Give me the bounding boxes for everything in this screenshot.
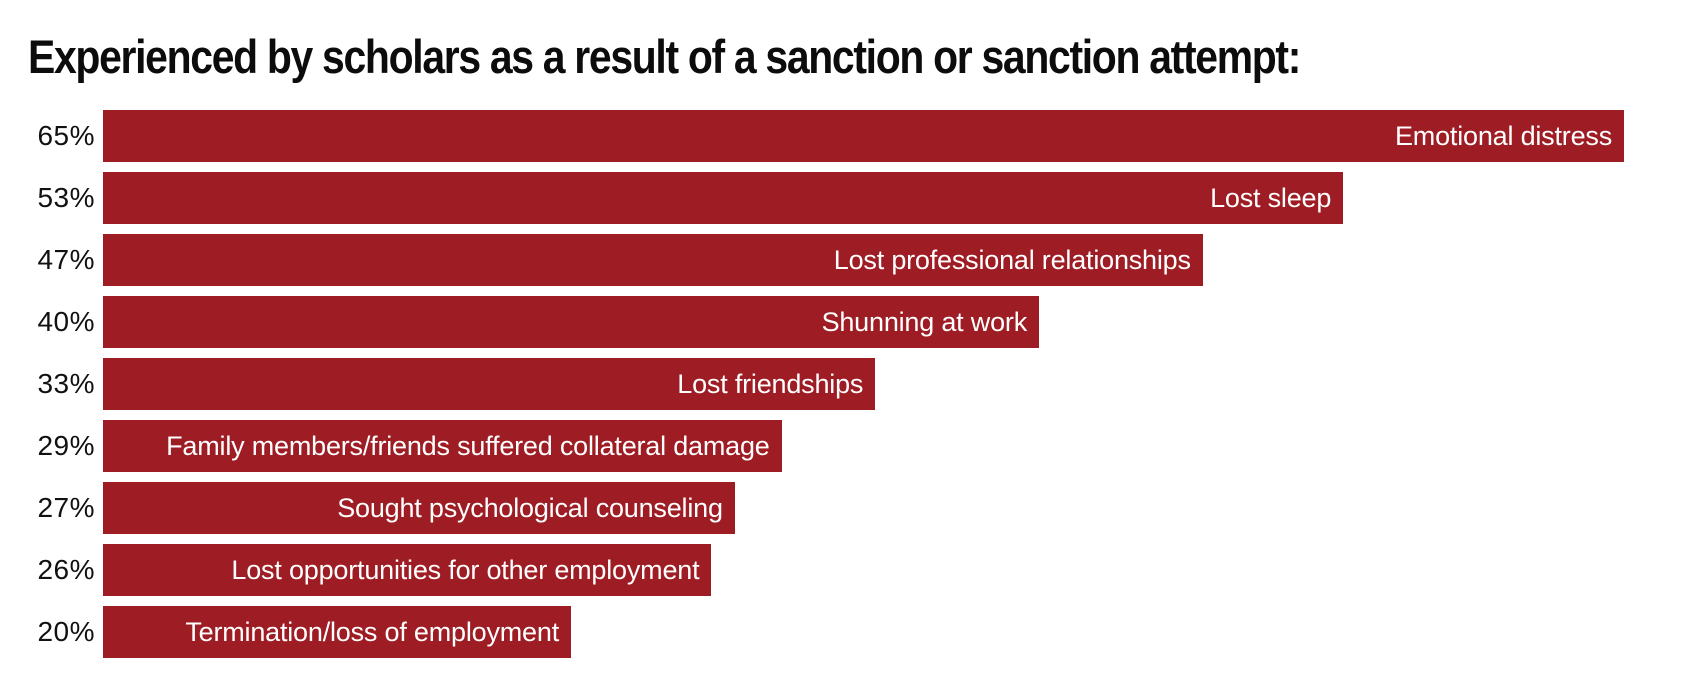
- value-label: 20%: [37, 616, 95, 647]
- bar-row: 29% Family members/friends suffered colla…: [0, 420, 1690, 472]
- value-label: 27%: [37, 492, 95, 523]
- bar: Family members/friends suffered collater…: [103, 420, 782, 472]
- category-label: Sought psychological counseling: [337, 492, 723, 523]
- value-label: 29%: [37, 430, 95, 461]
- bar: Lost opportunities for other employment: [103, 544, 712, 596]
- value-label: 53%: [37, 182, 95, 213]
- bar-track: Shunning at work: [103, 296, 1624, 348]
- category-label: Lost sleep: [1210, 182, 1332, 213]
- bar-track: Lost sleep: [103, 172, 1624, 224]
- category-label: Lost professional relationships: [833, 244, 1191, 275]
- category-label: Family members/friends suffered collater…: [166, 430, 770, 461]
- bar-row: 65% Emotional distress: [0, 110, 1690, 162]
- bar-row: 53% Lost sleep: [0, 172, 1690, 224]
- value-label: 40%: [37, 306, 95, 337]
- bar-row: 27% Sought psychological counseling: [0, 482, 1690, 534]
- bar: Lost professional relationships: [103, 234, 1203, 286]
- bar-track: Emotional distress: [103, 110, 1624, 162]
- bar: Lost sleep: [103, 172, 1344, 224]
- category-label: Termination/loss of employment: [185, 616, 559, 647]
- value-label: 65%: [37, 120, 95, 151]
- bar: Lost friendships: [103, 358, 876, 410]
- chart-title: Experienced by scholars as a result of a…: [28, 30, 1301, 83]
- category-label: Emotional distress: [1395, 120, 1612, 151]
- bar-row: 33% Lost friendships: [0, 358, 1690, 410]
- bar: Emotional distress: [103, 110, 1624, 162]
- category-label: Shunning at work: [821, 306, 1028, 337]
- bar-track: Sought psychological counseling: [103, 482, 1624, 534]
- category-label: Lost friendships: [677, 368, 864, 399]
- chart-rows: 65% Emotional distress 53% Lost sleep 47% Los…: [0, 110, 1690, 668]
- value-label: 26%: [37, 554, 95, 585]
- bar-track: Termination/loss of employment: [103, 606, 1624, 658]
- bar-track: Lost opportunities for other employment: [103, 544, 1624, 596]
- bar: Termination/loss of employment: [103, 606, 571, 658]
- bar: Shunning at work: [103, 296, 1039, 348]
- value-label: 47%: [37, 244, 95, 275]
- bar-row: 20% Termination/loss of employment: [0, 606, 1690, 658]
- bar-track: Family members/friends suffered collater…: [103, 420, 1624, 472]
- category-label: Lost opportunities for other employment: [231, 554, 700, 585]
- bar-track: Lost professional relationships: [103, 234, 1624, 286]
- bar-row: 47% Lost professional relationships: [0, 234, 1690, 286]
- bar-track: Lost friendships: [103, 358, 1624, 410]
- bar-row: 26% Lost opportunities for other employme…: [0, 544, 1690, 596]
- value-label: 33%: [37, 368, 95, 399]
- bar-row: 40% Shunning at work: [0, 296, 1690, 348]
- bar: Sought psychological counseling: [103, 482, 735, 534]
